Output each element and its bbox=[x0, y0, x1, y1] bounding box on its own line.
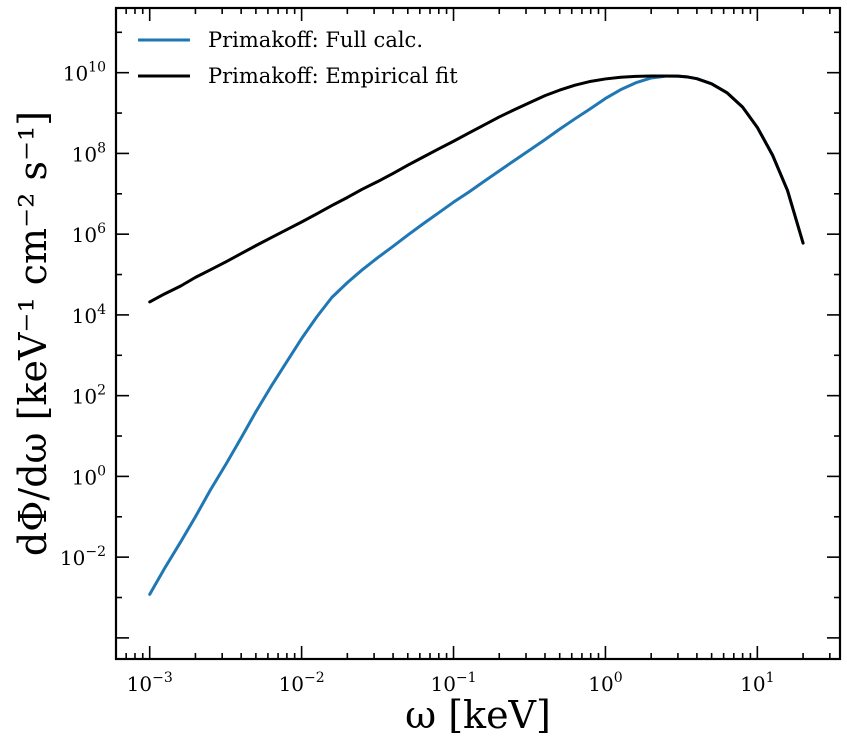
legend-label: Primakoff: Empirical fit bbox=[208, 64, 458, 88]
x-tick-label: 101 bbox=[740, 670, 774, 696]
x-tick-label: 100 bbox=[588, 670, 622, 696]
series-line-full-calc bbox=[148, 74, 805, 596]
x-tick-label: 10−3 bbox=[127, 670, 173, 696]
y-tick-label: 106 bbox=[72, 221, 106, 247]
series-lines bbox=[148, 74, 805, 596]
series-line-empirical-fit bbox=[148, 74, 805, 304]
y-axis-title: dΦ/dω [keV⁻¹ cm⁻² s⁻¹] bbox=[11, 111, 55, 556]
y-tick-label: 10−2 bbox=[60, 544, 106, 570]
x-tick-label: 10−1 bbox=[430, 670, 476, 696]
x-axis-title: ω [keV] bbox=[405, 693, 551, 737]
x-tick-label: 10−2 bbox=[279, 670, 325, 696]
y-tick-label: 108 bbox=[72, 140, 106, 166]
legend: Primakoff: Full calc. Primakoff: Empirica… bbox=[138, 28, 458, 88]
tick-marks bbox=[115, 8, 840, 659]
legend-label: Primakoff: Full calc. bbox=[208, 28, 423, 52]
y-tick-label: 100 bbox=[72, 463, 106, 489]
y-tick-label: 1010 bbox=[63, 60, 106, 86]
plot-frame bbox=[114, 6, 842, 661]
y-tick-label: 104 bbox=[72, 302, 106, 328]
y-tick-label: 102 bbox=[72, 383, 106, 409]
tick-labels: 10−3 10−2 10−1 100 101 10−2 100 102 104 106 108 101… bbox=[60, 60, 775, 696]
